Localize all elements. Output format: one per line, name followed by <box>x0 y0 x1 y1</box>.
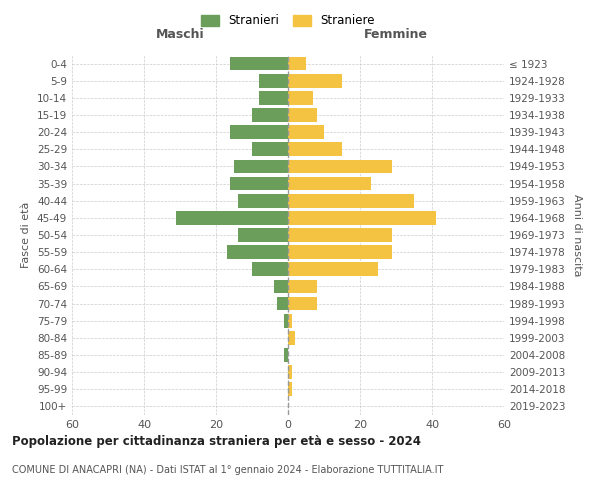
Y-axis label: Fasce di età: Fasce di età <box>22 202 31 268</box>
Bar <box>259 91 288 104</box>
Bar <box>234 160 288 173</box>
Bar <box>259 74 288 88</box>
Bar <box>288 366 292 379</box>
Y-axis label: Anni di nascita: Anni di nascita <box>572 194 582 276</box>
Legend: Stranieri, Straniere: Stranieri, Straniere <box>197 11 379 31</box>
Bar <box>176 211 288 224</box>
Bar <box>288 280 317 293</box>
Bar <box>277 296 288 310</box>
Bar <box>238 194 288 207</box>
Bar <box>230 176 288 190</box>
Bar <box>288 126 324 139</box>
Text: Maschi: Maschi <box>155 28 205 42</box>
Bar <box>288 160 392 173</box>
Text: COMUNE DI ANACAPRI (NA) - Dati ISTAT al 1° gennaio 2024 - Elaborazione TUTTITALI: COMUNE DI ANACAPRI (NA) - Dati ISTAT al … <box>12 465 443 475</box>
Bar <box>252 262 288 276</box>
Bar <box>288 382 292 396</box>
Bar <box>288 74 342 88</box>
Bar <box>288 194 414 207</box>
Bar <box>284 314 288 328</box>
Bar <box>288 91 313 104</box>
Text: Popolazione per cittadinanza straniera per età e sesso - 2024: Popolazione per cittadinanza straniera p… <box>12 435 421 448</box>
Bar <box>288 314 292 328</box>
Bar <box>252 142 288 156</box>
Bar <box>238 228 288 242</box>
Bar <box>230 56 288 70</box>
Bar <box>288 331 295 344</box>
Bar <box>284 348 288 362</box>
Bar <box>288 228 392 242</box>
Bar <box>252 108 288 122</box>
Bar <box>288 56 306 70</box>
Bar <box>274 280 288 293</box>
Bar <box>288 262 378 276</box>
Bar <box>288 108 317 122</box>
Bar <box>230 126 288 139</box>
Bar <box>227 246 288 259</box>
Bar <box>288 211 436 224</box>
Bar <box>288 176 371 190</box>
Text: Femmine: Femmine <box>364 28 428 42</box>
Bar <box>288 142 342 156</box>
Bar <box>288 246 392 259</box>
Bar <box>288 296 317 310</box>
